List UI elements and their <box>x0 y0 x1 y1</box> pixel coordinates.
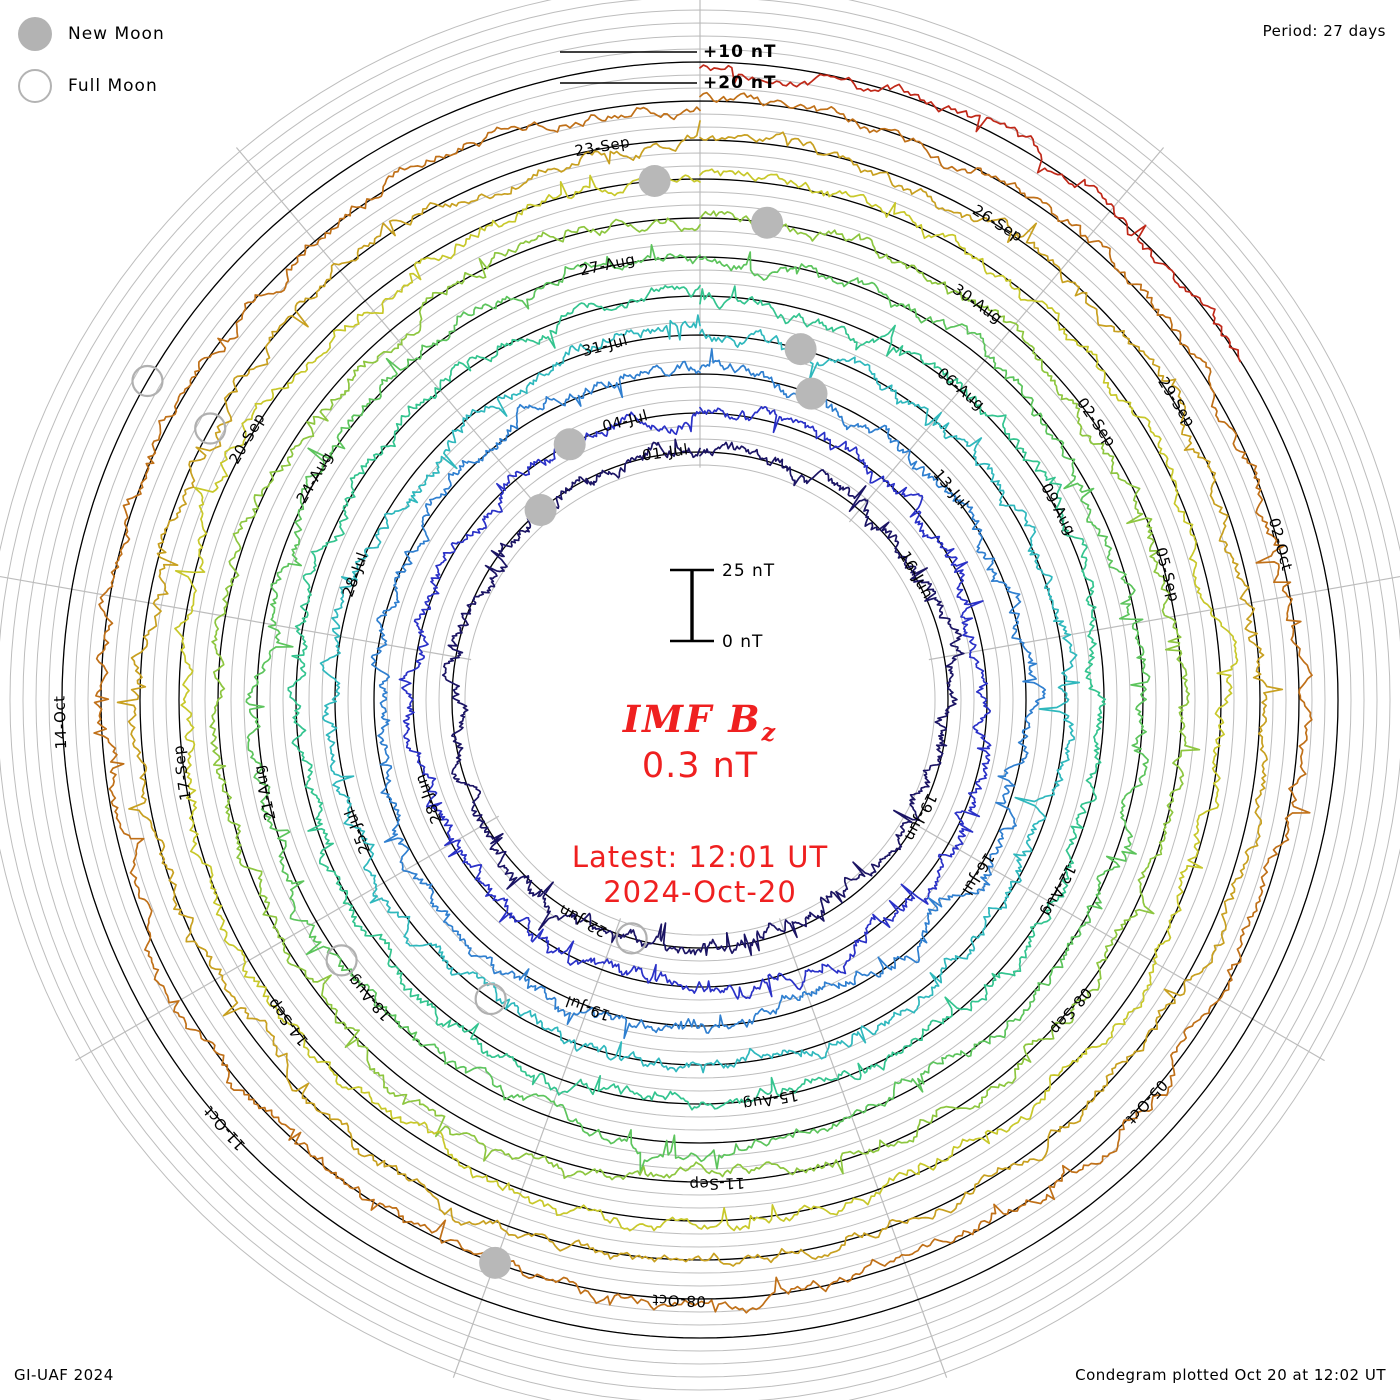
moon-phase-legend: New Moon Full Moon <box>18 8 278 112</box>
data-trace <box>441 438 965 957</box>
data-trace <box>287 284 1107 1111</box>
data-trace <box>319 314 1081 1074</box>
scalebar-top-label: 25 nT <box>722 561 775 581</box>
data-trace <box>245 243 1151 1174</box>
new-moon-icon <box>18 17 52 51</box>
track-baseline <box>178 178 1222 1222</box>
new-moon-marker <box>784 333 817 366</box>
date-ring-label: 16-Jul <box>958 849 998 898</box>
date-ring-label: 02-Sep <box>1073 394 1120 450</box>
data-trace <box>116 120 1284 1267</box>
date-ring-label: 06-Aug <box>934 364 989 414</box>
date-ring-label: 12-Aug <box>1037 861 1079 919</box>
date-ring-label: 08-Sep <box>1046 984 1096 1038</box>
date-ring-label: 14-Oct <box>50 695 70 749</box>
legend-item-new-moon: New Moon <box>18 8 278 60</box>
date-ring-label: 27-Aug <box>578 250 637 279</box>
data-traces <box>93 64 1313 1314</box>
new-moon-marker <box>795 377 828 410</box>
full-moon-marker <box>131 364 164 398</box>
date-ring-label: 08-Oct <box>652 1291 706 1311</box>
track-baseline <box>217 217 1183 1183</box>
data-trace <box>209 210 1201 1181</box>
credit-label: GI-UAF 2024 <box>14 1366 114 1384</box>
date-ring-label: 21-Aug <box>250 763 279 822</box>
date-ring-label: 14-Sep <box>264 994 313 1049</box>
date-ring-label: 31-Jul <box>580 331 630 360</box>
new-moon-marker <box>553 428 586 461</box>
full-moon-marker <box>474 982 507 1016</box>
moon-markers <box>131 164 828 1279</box>
data-trace <box>699 64 1241 363</box>
track-baseline <box>61 61 1339 1339</box>
date-ring-label: 09-Aug <box>1037 480 1079 538</box>
date-ring-label: 15-Aug <box>741 1086 800 1114</box>
period-label: Period: 27 days <box>1262 22 1386 40</box>
track-baseline <box>373 373 1027 1027</box>
data-trace <box>93 91 1313 1314</box>
date-ring-label: 11-Oct <box>200 1102 249 1154</box>
track-baseline <box>256 256 1144 1144</box>
full-moon-marker <box>325 944 358 977</box>
full-moon-marker <box>194 412 227 445</box>
new-moon-marker <box>524 494 557 527</box>
plotted-timestamp-label: Condegram plotted Oct 20 at 12:02 UT <box>1075 1366 1386 1384</box>
full-moon-icon <box>18 69 52 103</box>
scalebar-bottom-label: 0 nT <box>722 632 763 652</box>
legend-label-full-moon: Full Moon <box>68 76 158 96</box>
date-ring-label: 30-Aug <box>949 280 1006 327</box>
date-ring-label: 05-Oct <box>1122 1076 1171 1128</box>
scale-bar: 25 nT 0 nT <box>670 561 775 652</box>
data-trace <box>370 348 1047 1040</box>
data-trace <box>398 405 992 1000</box>
track-baseline <box>139 139 1261 1261</box>
new-moon-marker <box>638 164 671 197</box>
data-trace <box>174 168 1239 1232</box>
track-baseline <box>100 100 1300 1300</box>
legend-label-new-moon: New Moon <box>68 24 165 44</box>
new-moon-marker <box>479 1246 512 1279</box>
amplitude-axis-labels: +10 nT +20 nT <box>560 42 777 93</box>
amplitude-tick-label: +10 nT <box>703 42 777 62</box>
track-baseline <box>451 451 949 949</box>
date-ring-label: 18-Aug <box>344 971 395 1025</box>
full-moon-marker <box>615 922 648 955</box>
amplitude-tick-label: +20 nT <box>703 73 777 93</box>
date-ring-label: 11-Sep <box>689 1174 745 1194</box>
legend-item-full-moon: Full Moon <box>18 60 278 112</box>
date-ring-label: 04-Jul <box>600 406 650 435</box>
date-ring-label: 22-Jun <box>556 901 610 941</box>
new-moon-marker <box>751 206 784 239</box>
date-ring-label: 16-Jun <box>896 548 937 602</box>
